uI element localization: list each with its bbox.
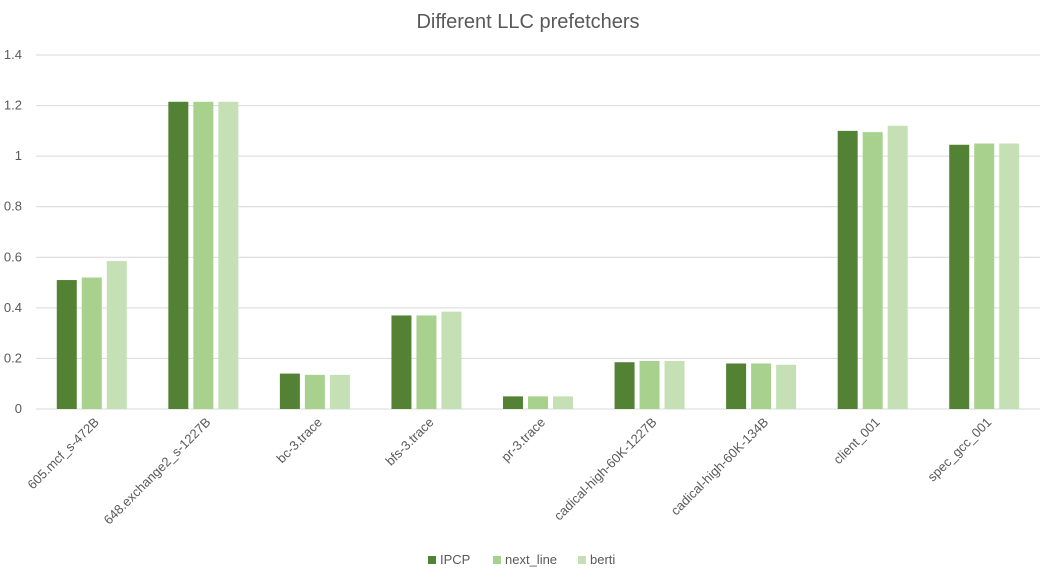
bar-next-line bbox=[639, 360, 660, 409]
legend-swatch-next-line bbox=[493, 556, 501, 564]
y-axis-ticks: 0 0.2 0.4 0.6 0.8 1 1.2 1.4 bbox=[4, 47, 22, 416]
bars bbox=[56, 101, 1020, 410]
legend-swatch-berti bbox=[578, 556, 586, 564]
bar-ipcp bbox=[726, 363, 747, 409]
bar-ipcp bbox=[614, 362, 635, 409]
bar-berti bbox=[776, 364, 797, 409]
bar-berti bbox=[999, 143, 1020, 409]
x-tick-label: pr-3.trace bbox=[498, 415, 548, 465]
x-tick-label: bc-3.trace bbox=[274, 415, 325, 466]
y-tick-label: 0.6 bbox=[4, 249, 22, 264]
bar-berti bbox=[218, 101, 239, 410]
bar-ipcp bbox=[837, 130, 858, 409]
x-tick-label: cadical-high-60K-134B bbox=[668, 415, 772, 519]
bar-berti bbox=[441, 311, 462, 409]
y-tick-label: 0.8 bbox=[4, 199, 22, 214]
x-tick-label: 605.mcf_s-472B bbox=[24, 415, 102, 493]
bar-ipcp bbox=[279, 373, 300, 409]
bar-ipcp bbox=[503, 396, 523, 409]
legend: IPCP next_line berti bbox=[428, 552, 615, 567]
bar-next-line bbox=[974, 143, 995, 409]
x-tick-label: bfs-3.trace bbox=[383, 415, 437, 469]
x-tick-label: spec_gcc_001 bbox=[924, 415, 994, 485]
x-tick-label: 648.exchange2_s-1227B bbox=[101, 415, 214, 528]
bar-ipcp bbox=[391, 315, 412, 409]
bar-next-line bbox=[528, 396, 548, 409]
bar-berti bbox=[887, 125, 908, 410]
bar-next-line bbox=[81, 277, 102, 409]
bar-next-line bbox=[862, 132, 883, 409]
bar-berti bbox=[553, 396, 573, 409]
y-tick-label: 1.2 bbox=[4, 98, 22, 113]
bar-next-line bbox=[193, 101, 214, 410]
bar-next-line bbox=[416, 315, 437, 409]
bar-ipcp bbox=[949, 144, 970, 409]
x-tick-label: client_001 bbox=[830, 415, 883, 468]
bar-berti bbox=[664, 360, 685, 409]
y-tick-label: 0.4 bbox=[4, 300, 22, 315]
y-tick-label: 0.2 bbox=[4, 350, 22, 365]
bar-berti bbox=[329, 374, 350, 409]
y-tick-label: 0 bbox=[15, 401, 22, 416]
y-tick-label: 1.4 bbox=[4, 47, 22, 62]
chart-title: Different LLC prefetchers bbox=[416, 11, 639, 33]
bar-next-line bbox=[751, 363, 772, 409]
legend-label: next_line bbox=[505, 552, 557, 567]
legend-label: IPCP bbox=[440, 552, 470, 567]
legend-label: berti bbox=[590, 552, 615, 567]
bar-next-line bbox=[304, 374, 325, 409]
bar-berti bbox=[106, 261, 127, 409]
x-tick-label: cadical-high-60K-1227B bbox=[551, 415, 660, 524]
legend-swatch-ipcp bbox=[428, 556, 436, 564]
bar-ipcp bbox=[168, 101, 189, 410]
y-tick-label: 1 bbox=[15, 148, 22, 163]
bar-ipcp bbox=[56, 280, 77, 409]
